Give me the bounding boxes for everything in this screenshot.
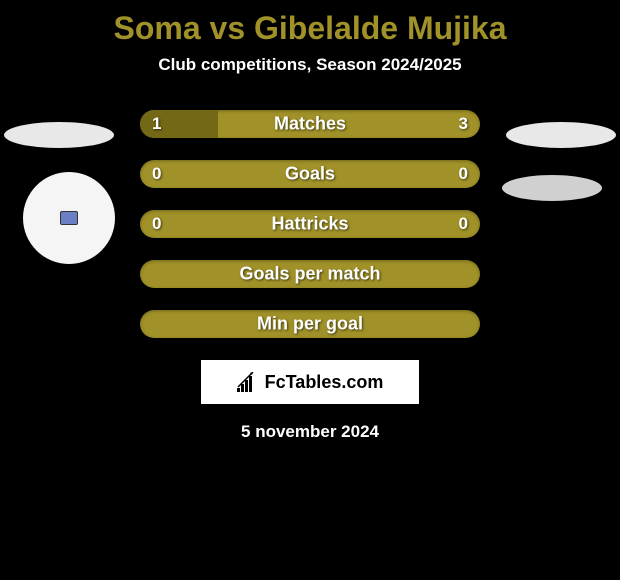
stat-bar: Min per goal [140, 310, 480, 338]
stat-value-left: 1 [152, 114, 161, 134]
main-container: Soma vs Gibelalde Mujika Club competitio… [0, 0, 620, 580]
stat-row: Hattricks 0 0 [0, 210, 620, 238]
stat-bar: Matches 1 3 [140, 110, 480, 138]
stat-row: Goals per match [0, 260, 620, 288]
stat-value-right: 0 [459, 164, 468, 184]
stat-row: Min per goal [0, 310, 620, 338]
stat-label: Min per goal [257, 314, 363, 335]
stat-value-right: 3 [459, 114, 468, 134]
stat-bar: Goals 0 0 [140, 160, 480, 188]
page-subtitle: Club competitions, Season 2024/2025 [0, 55, 620, 75]
stat-row: Matches 1 3 [0, 110, 620, 138]
stat-label: Goals [285, 164, 335, 185]
stat-value-left: 0 [152, 214, 161, 234]
logo-box: FcTables.com [201, 360, 419, 404]
date-text: 5 november 2024 [0, 422, 620, 442]
chart-icon [237, 372, 261, 392]
stat-value-left: 0 [152, 164, 161, 184]
stat-label: Goals per match [239, 264, 380, 285]
stat-bar: Goals per match [140, 260, 480, 288]
stat-bar: Hattricks 0 0 [140, 210, 480, 238]
stat-label: Hattricks [271, 214, 348, 235]
stat-value-right: 0 [459, 214, 468, 234]
logo-content: FcTables.com [237, 372, 384, 393]
page-title: Soma vs Gibelalde Mujika [0, 0, 620, 55]
stat-row: Goals 0 0 [0, 160, 620, 188]
logo-text: FcTables.com [265, 372, 384, 393]
stat-label: Matches [274, 114, 346, 135]
